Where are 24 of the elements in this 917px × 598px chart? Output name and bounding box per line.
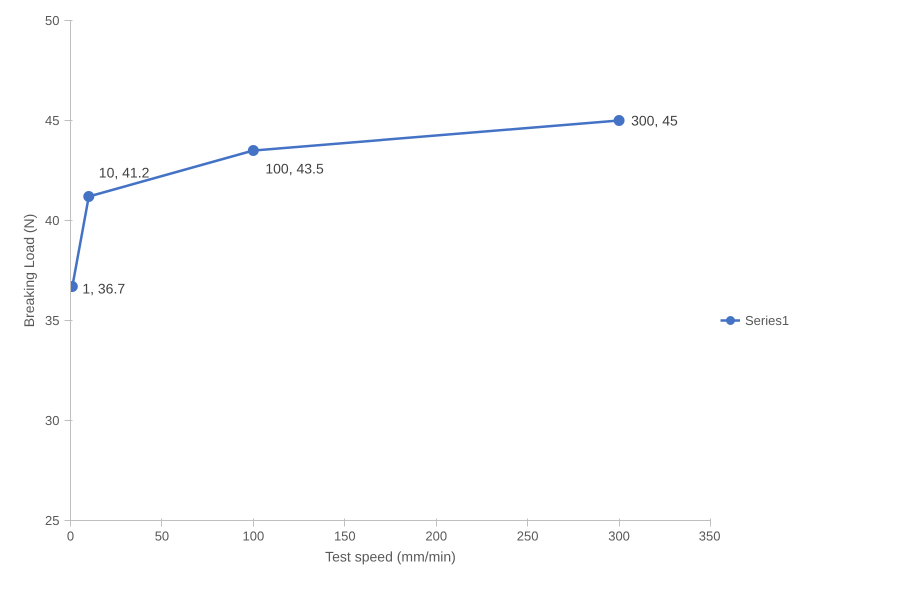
y-tick-label: 25 [45, 513, 60, 528]
data-label: 100, 43.5 [265, 160, 324, 176]
x-tick-label: 100 [242, 528, 264, 544]
x-tick-label: 200 [425, 528, 448, 544]
x-tick-label: 300 [608, 528, 630, 544]
point [83, 191, 94, 202]
y-tick-label: 30 [45, 413, 60, 428]
point [614, 115, 625, 126]
x-tick-label: 50 [154, 528, 170, 544]
y-tick-label: 50 [45, 13, 60, 28]
x-tick-label: 0 [66, 528, 74, 544]
data-label: 1, 36.7 [82, 280, 126, 296]
data-label: 300, 45 [631, 112, 678, 128]
x-axis-title: Test speed (mm/min) [325, 548, 456, 564]
y-tick-label: 40 [45, 213, 60, 228]
x-tick-label: 250 [516, 528, 538, 544]
data-label: 10, 41.2 [98, 164, 150, 180]
x-tick-label: 150 [334, 528, 356, 544]
y-tick-label: 35 [45, 313, 60, 328]
x-tick-label: 350 [698, 528, 721, 544]
y-tick-label: 45 [45, 113, 60, 128]
y-axis-title: Breaking Load (N) [21, 214, 38, 328]
legend-label: Series1 [745, 312, 790, 328]
point [248, 145, 259, 156]
